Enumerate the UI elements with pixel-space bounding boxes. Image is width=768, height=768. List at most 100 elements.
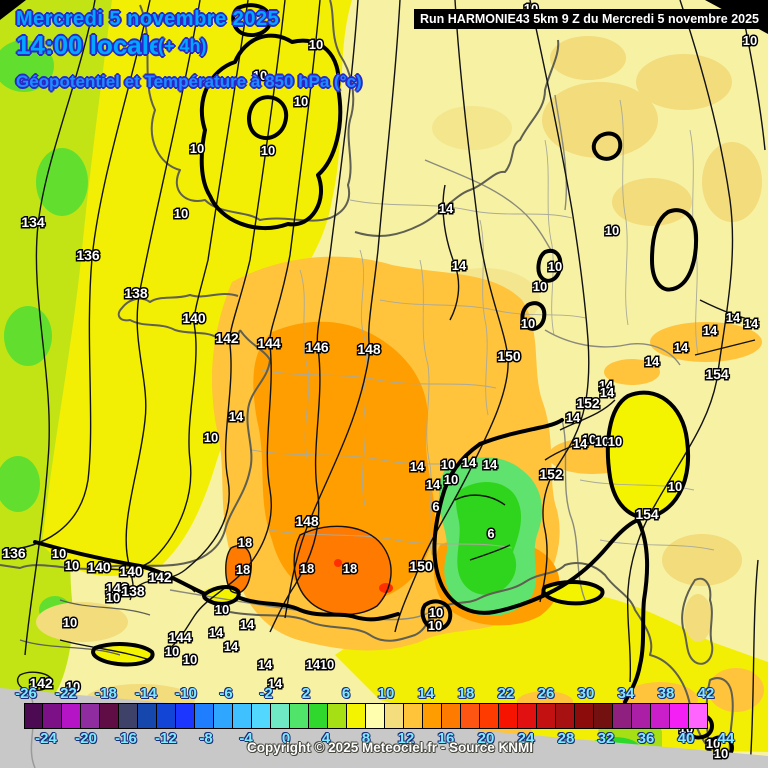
colorbar-cell [328, 703, 347, 729]
colorbar-cell [271, 703, 290, 729]
colorbar-cell [689, 703, 708, 729]
forecast-time: 14:00 locale [16, 30, 164, 60]
colorbar-cell [138, 703, 157, 729]
colorbar-cell [499, 703, 518, 729]
colorbar-cell [252, 703, 271, 729]
colorbar-cell [537, 703, 556, 729]
temperature-label: 14 [426, 477, 441, 492]
temperature-label: 10 [533, 279, 547, 294]
temperature-label: 10 [605, 223, 619, 238]
temperature-label: 10 [261, 143, 275, 158]
temperature-label: 10 [294, 94, 308, 109]
temperature-label: 10 [215, 602, 229, 617]
colorbar-cell [423, 703, 442, 729]
colorbar-cell [119, 703, 138, 729]
geopotential-label: 134 [21, 214, 45, 230]
temperature-label: 14 [600, 385, 615, 400]
colorbar-tick-label: 38 [657, 685, 675, 702]
colorbar-tick-label: -12 [155, 730, 177, 747]
temperature-label: 10 [309, 37, 323, 52]
isotherm-contours [33, 3, 734, 760]
temperature-label: 10 [63, 615, 77, 630]
colorbar-tick-label: 24 [517, 730, 535, 747]
forecast-time-offset: (+ 4h) [158, 36, 207, 56]
colorbar-cell [62, 703, 81, 729]
colorbar-cell [347, 703, 366, 729]
geopotential-label: 140 [87, 559, 111, 575]
geopotential-label: 152 [576, 395, 600, 411]
colorbar-cell [81, 703, 100, 729]
temperature-label: 18 [343, 561, 357, 576]
geopotential-label: 140 [119, 563, 143, 579]
colorbar-cell [290, 703, 309, 729]
colorbar-tick-label: 4 [321, 730, 331, 747]
colorbar-cell [670, 703, 689, 729]
temperature-label: 10 [743, 33, 757, 48]
channel-coast [354, 39, 560, 237]
colorbar-cell [233, 703, 252, 729]
mediterranean-coast [229, 562, 716, 756]
geopotential-label: 142 [105, 580, 129, 596]
colorbar-cell [404, 703, 423, 729]
temperature-label: 18 [236, 562, 250, 577]
colorbar-tick-label: 40 [677, 730, 695, 747]
geopotential-label: 154 [705, 366, 729, 382]
temperature-label: 10 [165, 644, 179, 659]
temperature-label: 18 [238, 535, 252, 550]
colorbar-tick-label: 28 [557, 730, 575, 747]
temperature-label: 10 [595, 434, 609, 449]
temperature-label: 10 [106, 590, 120, 605]
colorbar-tick-label: -14 [135, 685, 157, 702]
temperature-label: 10 [714, 746, 728, 761]
temperature-label: 10 [190, 141, 204, 156]
colorbar-tick-label: -2 [259, 685, 273, 702]
geopotential-label: 144 [168, 629, 192, 645]
colorbar-cell [594, 703, 613, 729]
colorbar-tick-label: 0 [281, 730, 291, 747]
colorbar-cell [176, 703, 195, 729]
run-info: Run HARMONIE43 5km 9 Z du Mercredi 5 nov… [414, 9, 765, 29]
colorbar-cell [461, 703, 480, 729]
colorbar-cell [518, 703, 537, 729]
colorbar-cell [157, 703, 176, 729]
temperature-label: 10 [429, 605, 443, 620]
colorbar-cell [309, 703, 328, 729]
temperature-label: 14 [566, 410, 581, 425]
geopotential-label: 138 [121, 583, 145, 599]
brittany-coast [117, 293, 241, 341]
geopotential-label: 150 [409, 558, 433, 574]
temperature-label: 10 [320, 657, 334, 672]
temperature-label: 10 [706, 736, 720, 751]
colorbar-tick-label: 16 [437, 730, 455, 747]
colorbar-cell [43, 703, 62, 729]
temperature-label: 6 [432, 499, 439, 514]
colorbar-cell [632, 703, 651, 729]
temperature-label: 14 [573, 436, 588, 451]
geopotential-label: 142 [29, 675, 53, 691]
temperature-label: 10 [253, 68, 267, 83]
geopotential-label: 136 [2, 545, 26, 561]
temperature-label: 10 [66, 679, 80, 694]
colorbar-tick-label: 6 [341, 685, 351, 702]
geopotential-label: 136 [76, 247, 100, 263]
colorbar-cell [100, 703, 119, 729]
temperature-colorbar [24, 703, 708, 729]
temperature-label: 14 [229, 409, 244, 424]
temperature-label: 10 [428, 618, 442, 633]
temperature-label: 10 [582, 432, 596, 447]
colorbar-tick-label: 26 [537, 685, 555, 702]
temperature-label: 10 [441, 457, 455, 472]
temperature-label: 14 [599, 378, 614, 393]
colorbar-tick-label: 22 [497, 685, 515, 702]
temperature-label: 14 [306, 657, 321, 672]
colorbar-tick-label: -16 [115, 730, 137, 747]
geopotential-label: 142 [215, 330, 239, 346]
colorbar-tick-label: -26 [15, 685, 37, 702]
temperature-label: 14 [268, 676, 283, 691]
geopotential-label: 148 [357, 341, 381, 357]
temperature-label: 14 [645, 354, 660, 369]
corsica-coast [681, 577, 714, 665]
temperature-label: 10 [174, 206, 188, 221]
colorbar-tick-label: 30 [577, 685, 595, 702]
temperature-label: 14 [674, 340, 689, 355]
